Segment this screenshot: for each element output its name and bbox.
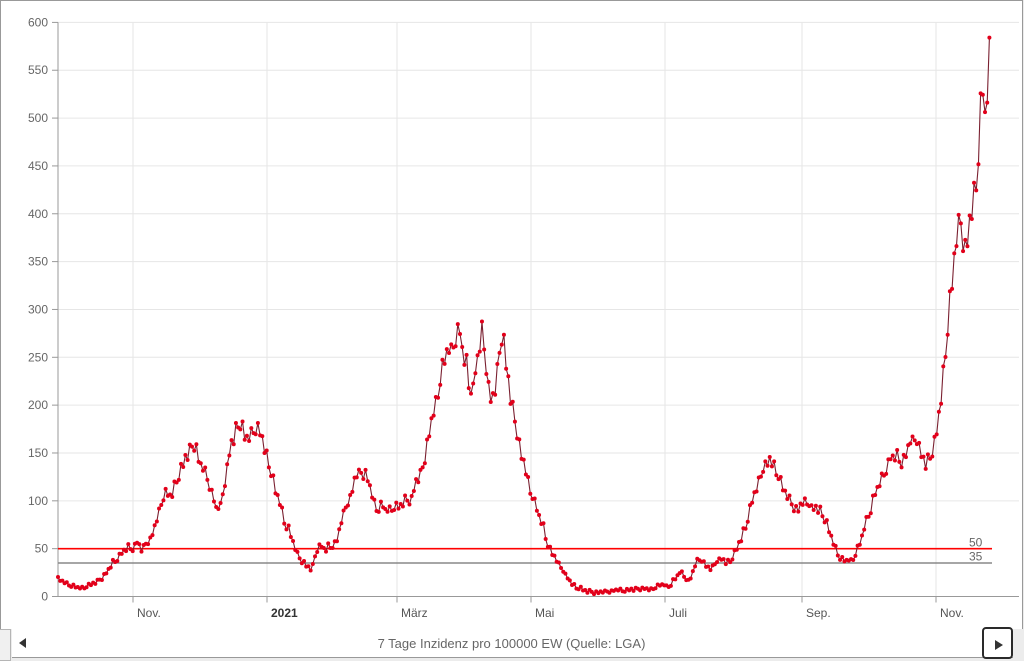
svg-text:300: 300: [28, 302, 48, 316]
svg-text:Nov.: Nov.: [137, 606, 161, 620]
svg-text:200: 200: [28, 398, 48, 412]
svg-text:400: 400: [28, 207, 48, 221]
svg-text:0: 0: [41, 590, 48, 604]
svg-text:550: 550: [28, 63, 48, 77]
svg-text:250: 250: [28, 350, 48, 364]
svg-text:Mai: Mai: [535, 606, 554, 620]
svg-text:150: 150: [28, 446, 48, 460]
svg-text:50: 50: [969, 536, 983, 550]
svg-text:Nov.: Nov.: [940, 606, 964, 620]
svg-text:100: 100: [28, 494, 48, 508]
svg-text:Juli: Juli: [669, 606, 687, 620]
svg-text:35: 35: [969, 550, 983, 564]
svg-text:500: 500: [28, 111, 48, 125]
svg-text:450: 450: [28, 159, 48, 173]
svg-text:50: 50: [35, 542, 49, 556]
svg-text:2021: 2021: [271, 606, 298, 620]
svg-text:März: März: [401, 606, 428, 620]
svg-text:Sep.: Sep.: [806, 606, 831, 620]
svg-text:600: 600: [28, 15, 48, 29]
svg-text:350: 350: [28, 255, 48, 269]
